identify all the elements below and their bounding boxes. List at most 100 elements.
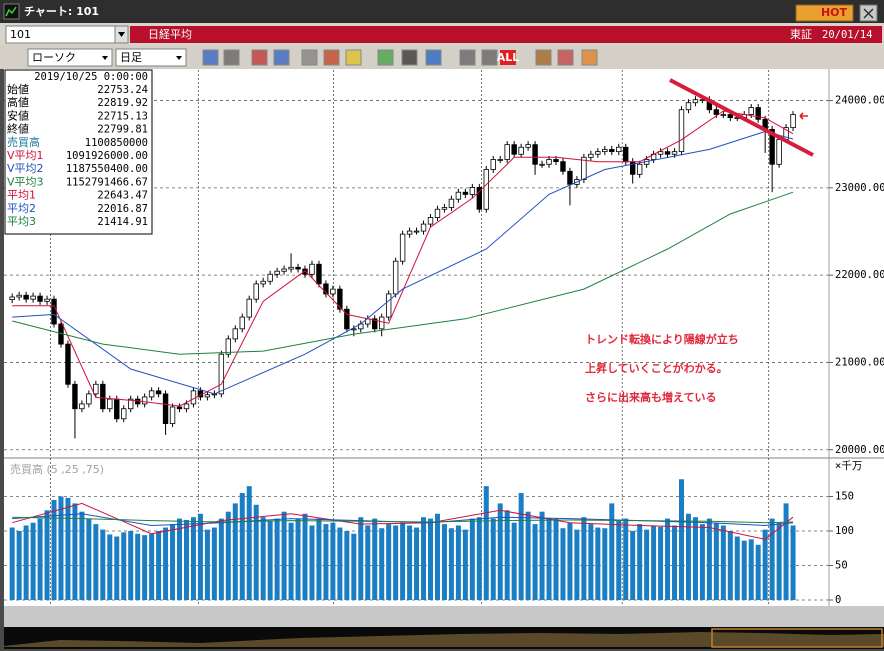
candle-body <box>720 114 727 116</box>
volume-bar <box>734 536 740 600</box>
volume-bar <box>177 518 183 600</box>
info-label: 平均3 <box>7 215 36 228</box>
candle-body <box>107 398 113 410</box>
candle-body <box>385 293 392 318</box>
moving-average <box>12 516 794 524</box>
candle-body <box>148 390 155 398</box>
volume-bar <box>30 522 36 600</box>
volume-bar <box>267 520 273 600</box>
navigator-area <box>4 632 884 647</box>
info-value: 21414.91 <box>97 216 148 228</box>
candle-body <box>413 230 420 233</box>
candle-body <box>323 283 329 295</box>
candle-body <box>114 398 120 420</box>
volume-bar <box>9 527 15 600</box>
info-label: V平均2 <box>7 162 44 175</box>
volume-bar <box>204 529 210 600</box>
volume-bar <box>720 525 726 600</box>
info-value: 22715.13 <box>97 110 148 122</box>
volume-bar <box>539 511 545 600</box>
y-tick-label: 50 <box>835 560 848 572</box>
volume-bar <box>225 511 231 600</box>
volume-bar <box>309 525 315 600</box>
volume-bar <box>665 518 671 600</box>
candle-body <box>225 338 232 355</box>
hot-label[interactable]: HOT <box>821 6 848 19</box>
candle-body <box>16 294 22 298</box>
candle-body <box>664 151 671 155</box>
candle-body <box>755 107 761 120</box>
candle-body <box>678 109 685 153</box>
moving-average <box>12 191 794 355</box>
volume-bar <box>462 529 468 600</box>
candle-body <box>190 390 197 405</box>
candle-body <box>602 149 608 153</box>
volume-bar <box>434 513 440 600</box>
period-select[interactable] <box>115 48 187 67</box>
info-label: 平均1 <box>7 189 36 202</box>
volume-bar <box>253 504 259 600</box>
y-tick-label: 20000.00 <box>835 444 884 456</box>
candle-body <box>239 316 245 330</box>
annotation: 上昇していくことがわかる。 <box>585 361 728 375</box>
symbol-code: 101 <box>10 28 31 41</box>
candle-body <box>546 159 552 165</box>
dropdown-arrow <box>176 56 182 60</box>
volume-bar <box>323 524 329 600</box>
volume-bar <box>525 511 531 600</box>
toolbar-icon <box>459 49 476 66</box>
info-box <box>4 69 153 235</box>
toolbar-icon <box>535 49 552 66</box>
info-label: 売買高 <box>7 135 40 149</box>
candle-body <box>121 408 127 420</box>
volume-bar <box>232 503 238 600</box>
candle-body <box>44 298 50 302</box>
info-value: 1152791466.67 <box>66 176 148 188</box>
volume-unit: ×千万 <box>835 460 862 472</box>
candle-body <box>316 263 322 285</box>
volume-bar <box>400 522 406 600</box>
toolbar-icon <box>273 49 290 66</box>
symbol-date: 20/01/14 <box>822 29 873 41</box>
candle-body <box>769 128 775 165</box>
toolbar-icon <box>425 49 442 66</box>
all-icon[interactable] <box>500 50 516 65</box>
info-date: 2019/10/25 0:00:00 <box>34 71 148 83</box>
volume-bar <box>260 517 266 600</box>
title-bar <box>0 0 884 23</box>
volume-bar <box>428 518 434 600</box>
candle-body <box>288 266 294 270</box>
volume-bar <box>560 528 566 600</box>
candle-body <box>657 151 664 155</box>
candle-body <box>776 139 782 165</box>
volume-bar <box>685 513 691 600</box>
candle-body <box>399 233 406 262</box>
volume-bar <box>623 518 629 600</box>
candle-body <box>155 390 162 395</box>
volume-bar <box>281 511 287 600</box>
volume-bar <box>16 531 22 600</box>
info-label: 平均2 <box>7 202 36 215</box>
symbol-name: 日経平均 <box>148 28 192 41</box>
volume-bar <box>588 524 594 600</box>
candle-body <box>462 191 469 195</box>
chart-type-select[interactable] <box>27 48 113 67</box>
candle-body <box>183 403 190 410</box>
candle-body <box>162 393 169 424</box>
chart-type: ローソク <box>32 51 76 64</box>
volume-bar <box>86 518 92 600</box>
candle-body <box>469 187 476 195</box>
volume-bar <box>546 518 552 600</box>
volume-bar <box>574 529 580 600</box>
navigator-window[interactable] <box>711 628 883 648</box>
candle-body <box>434 208 441 218</box>
candle-body <box>30 295 36 300</box>
hot-button[interactable] <box>795 4 854 22</box>
volume-bar <box>65 497 71 600</box>
y-tick-label: 21000.00 <box>835 356 884 368</box>
volume-bar <box>93 524 99 600</box>
x-axis-band <box>4 606 884 627</box>
info-value: 22799.81 <box>97 124 148 136</box>
moving-average <box>12 110 794 407</box>
volume-bar <box>246 486 252 600</box>
